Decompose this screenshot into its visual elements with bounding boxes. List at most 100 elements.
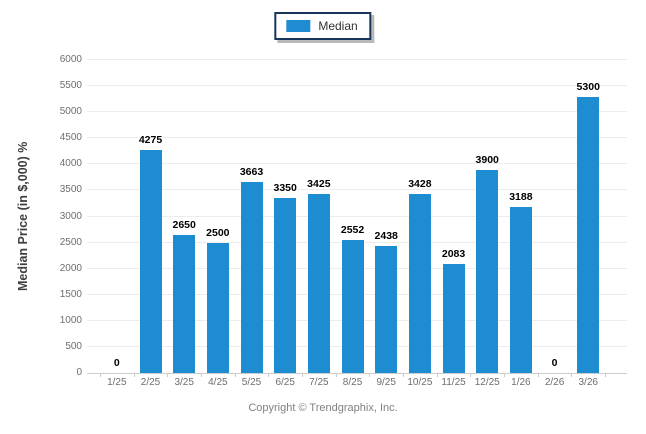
y-tick-label: 4000 <box>59 158 82 170</box>
bar-value-label: 3428 <box>408 178 432 191</box>
bar-value-label: 2650 <box>172 218 196 231</box>
axis-tick-mark <box>268 374 270 377</box>
axis-tick-mark <box>335 374 337 377</box>
y-axis-tick-labels: 0 500 1000 1500 2000 2500 3000 3500 4000 4500 5000… <box>38 55 82 378</box>
axis-tick-mark <box>100 374 101 377</box>
y-tick-label: 2000 <box>59 262 82 274</box>
axis-tick-mark <box>302 374 303 377</box>
x-tick-label: 6/25 <box>275 377 295 388</box>
y-tick-label: 2500 <box>59 236 82 248</box>
legend: Median <box>274 12 372 40</box>
bar-3/26 <box>577 96 600 373</box>
gridline <box>87 137 627 139</box>
axis-tick-mark <box>504 374 505 377</box>
y-tick-label: 500 <box>65 340 82 352</box>
bars-group: 0 4275 2650 2500 3663 3350 3425 2552 2438 3428 208… <box>100 60 605 373</box>
bar-value-label: 3425 <box>307 178 331 191</box>
axis-tick-mark <box>605 374 606 377</box>
bar-5/25 <box>240 181 263 373</box>
x-tick-label: 4/25 <box>208 377 228 388</box>
y-tick-label: 6000 <box>59 54 82 65</box>
bar-2/25 <box>139 150 162 373</box>
bar-value-label: 4275 <box>138 134 163 146</box>
x-tick-label: 2/26 <box>544 377 565 388</box>
bar-11/25 <box>442 264 465 373</box>
axis-tick-mark <box>234 374 236 377</box>
y-tick-label: 1500 <box>59 288 82 300</box>
x-tick-label: 11/25 <box>441 377 466 388</box>
bar-slot: 4275 <box>134 60 168 373</box>
bar-slot: 0 <box>100 60 134 373</box>
bar-value-label: 0 <box>551 357 558 369</box>
gridline <box>87 59 627 60</box>
x-tick-label: 9/25 <box>376 377 396 388</box>
bar-3/25 <box>173 234 196 373</box>
x-tick-label: 10/25 <box>407 377 433 388</box>
bar-value-label: 5300 <box>576 80 600 93</box>
legend-label-median: Median <box>318 19 358 33</box>
bar-12/25 <box>476 169 499 373</box>
bar-9/25 <box>375 245 398 373</box>
plot-area: 0 4275 2650 2500 3663 3350 3425 2552 2438 3428 208… <box>87 59 627 377</box>
bar-slot: 2500 <box>201 60 235 373</box>
gridline <box>87 111 627 113</box>
x-tick-label: 1/25 <box>107 377 127 388</box>
bar-7/25 <box>307 194 330 373</box>
gridline <box>87 215 627 217</box>
axis-tick-mark <box>537 374 539 377</box>
axis-tick-mark <box>470 374 472 377</box>
gridline <box>87 163 627 165</box>
bar-value-label: 3188 <box>509 190 533 203</box>
bar-slot: 5300 <box>571 60 605 373</box>
axis-tick-mark <box>403 374 404 377</box>
bar-1/26 <box>509 206 532 373</box>
bar-slot: 2650 <box>167 60 201 373</box>
bar-value-label: 2500 <box>206 226 230 239</box>
bar-value-label: 3663 <box>239 165 264 178</box>
axis-tick-mark <box>167 374 169 377</box>
bar-value-label: 2552 <box>340 223 365 236</box>
y-tick-label: 0 <box>76 367 82 378</box>
y-axis-title: Median Price (in $,000) % <box>16 141 30 292</box>
y-tick-label: 5500 <box>59 80 82 92</box>
x-tick-label: 2/25 <box>140 377 161 388</box>
axis-tick-mark <box>133 374 135 377</box>
gridline <box>87 85 627 87</box>
x-tick-label: 3/26 <box>578 377 598 388</box>
axis-tick-mark <box>436 374 438 377</box>
gridline <box>87 189 627 191</box>
bar-value-label: 0 <box>113 357 120 369</box>
bar-slot: 2438 <box>369 60 403 373</box>
y-tick-label: 5000 <box>59 106 82 118</box>
bar-6/25 <box>274 198 297 373</box>
copyright-text: Copyright © Trendgraphix, Inc. <box>248 402 398 414</box>
bar-10/25 <box>408 194 431 373</box>
bar-4/25 <box>206 242 229 373</box>
bar-8/25 <box>341 239 364 373</box>
x-axis-ticks <box>100 373 606 377</box>
bar-slot: 3425 <box>302 60 336 373</box>
x-tick-label: 1/26 <box>511 377 531 388</box>
axis-tick-mark <box>571 374 573 377</box>
y-tick-label: 3500 <box>59 184 82 196</box>
y-tick-label: 3000 <box>59 210 82 222</box>
legend-swatch-median <box>286 20 311 32</box>
bar-slot: 3428 <box>403 60 437 373</box>
x-tick-label: 7/25 <box>309 377 329 388</box>
bar-slot: 3900 <box>470 60 504 373</box>
bar-slot: 3663 <box>235 60 269 373</box>
bar-slot: 0 <box>538 60 572 373</box>
axis-tick-mark <box>201 374 202 377</box>
y-tick-label: 4500 <box>59 132 82 144</box>
bar-slot: 2083 <box>437 60 471 373</box>
x-tick-label: 5/25 <box>241 377 262 388</box>
y-tick-label: 1000 <box>59 314 82 326</box>
bar-value-label: 3900 <box>475 153 499 166</box>
bar-slot: 3188 <box>504 60 538 373</box>
x-tick-label: 12/25 <box>474 377 500 388</box>
x-axis-tick-labels: 1/25 2/25 3/25 4/25 5/25 6/25 7/25 8/25 9/25 10/2… <box>87 377 627 390</box>
axis-tick-mark <box>369 374 371 377</box>
bar-value-label: 2438 <box>374 229 398 242</box>
x-tick-label: 8/25 <box>342 377 363 388</box>
